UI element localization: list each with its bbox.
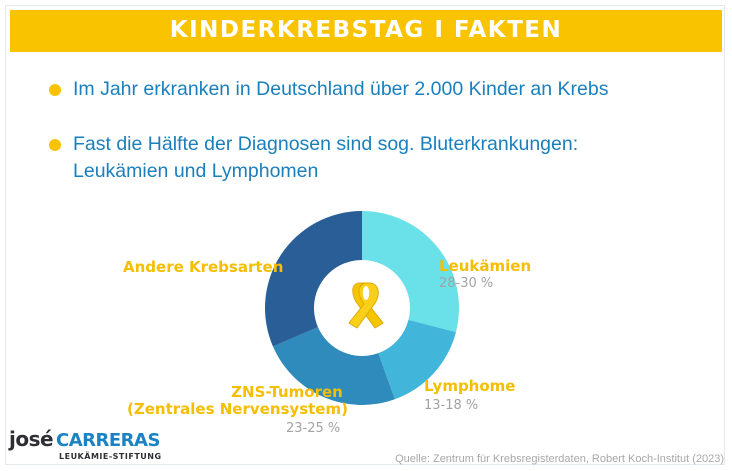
fact-1: Im Jahr erkranken in Deutschland über 2.… [73, 78, 609, 100]
slice-label-leukaemien: Leukämien [439, 257, 532, 275]
title-banner: KINDERKREBSTAG I FAKTEN [10, 10, 722, 52]
slice-label-lymphome: Lymphome [424, 377, 516, 395]
page-title: KINDERKREBSTAG I FAKTEN [169, 17, 563, 43]
donut-slice-2 [272, 327, 395, 405]
source-note: Quelle: Zentrum für Krebsregisterdaten, … [395, 453, 724, 465]
logo-subtitle: LEUKÄMIE-STIFTUNG [59, 452, 162, 461]
slice-label-andere: Andere Krebsarten [123, 258, 284, 276]
slice-value-zns: 23-25 % [286, 421, 341, 436]
awareness-ribbon-icon [348, 282, 384, 329]
bullet-dot [49, 139, 61, 151]
logo-jose: josé [9, 427, 54, 451]
bullet-dot [49, 84, 61, 96]
donut-slice-3 [265, 211, 362, 347]
slice-label-zns-line-1: ZNS-Tumoren [231, 383, 343, 401]
logo-carreras: CARRERAS [56, 430, 160, 451]
slice-label-zns-line-2: (Zentrales Nervensystem) [127, 400, 348, 418]
donut-slice-1 [378, 319, 456, 400]
fact-2-line-2: Leukämien und Lymphomen [73, 160, 319, 182]
slice-value-lymphome: 13-18 % [424, 398, 479, 413]
donut-slice-0 [362, 211, 459, 333]
fact-2-line-1: Fast die Hälfte der Diagnosen sind sog. … [73, 133, 579, 155]
slice-value-leukaemien: 28-30 % [439, 276, 494, 291]
